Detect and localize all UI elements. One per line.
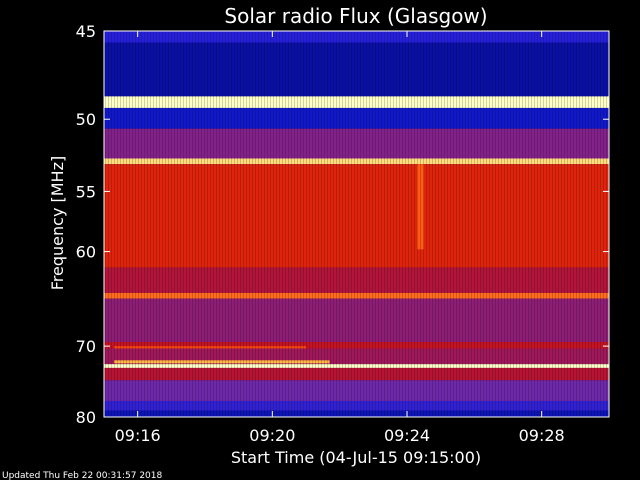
y-tick-label: 55 <box>76 182 96 201</box>
x-axis-label: Start Time (04-Jul-15 09:15:00) <box>231 448 481 467</box>
texture-overlay <box>104 31 609 417</box>
y-tick-label: 80 <box>76 408 96 427</box>
y-tick-label: 50 <box>76 110 96 129</box>
x-tick-label: 09:24 <box>384 426 430 445</box>
plot-frame <box>103 30 610 418</box>
y-axis-label: Frequency [MHz] <box>48 156 67 290</box>
plot-area <box>104 31 609 417</box>
x-tick-label: 09:20 <box>249 426 295 445</box>
x-axis: 09:16 09:20 09:24 09:28 <box>115 31 565 445</box>
y-tick-label: 70 <box>76 337 96 356</box>
chart-title: Solar radio Flux (Glasgow) <box>224 4 487 28</box>
y-tick-label: 60 <box>76 243 96 262</box>
updated-footer: Updated Thu Feb 22 00:31:57 2018 <box>2 471 163 480</box>
y-tick-label: 45 <box>76 22 96 41</box>
y-axis: 45 50 55 60 70 80 <box>76 22 609 427</box>
x-tick-label: 09:16 <box>115 426 161 445</box>
x-tick-label: 09:28 <box>519 426 565 445</box>
